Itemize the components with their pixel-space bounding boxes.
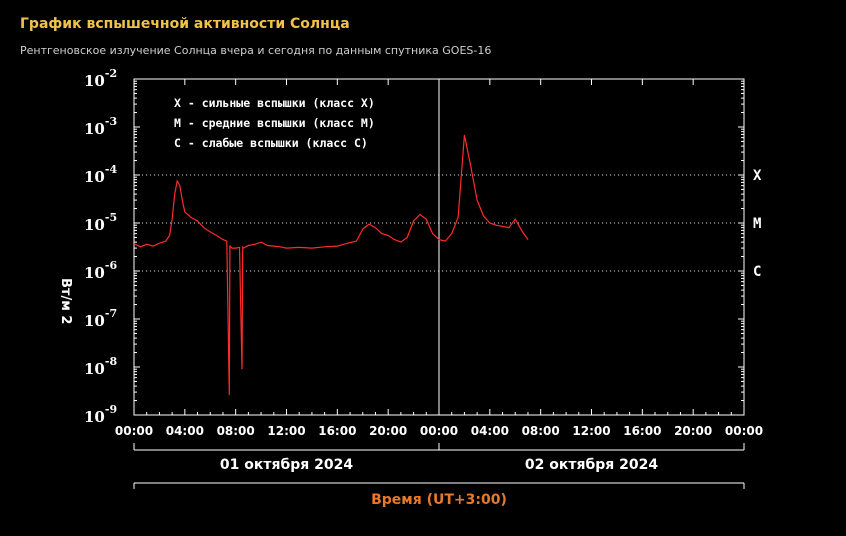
x-tick-label: 16:00 [318, 424, 356, 438]
class-label-c: C [753, 264, 761, 280]
y-tick-label: 10-9 [84, 403, 117, 426]
x-tick-label: 12:00 [572, 424, 610, 438]
x-tick-label: 04:00 [166, 424, 204, 438]
y-tick-exponent: -3 [105, 115, 117, 128]
class-labels: X M C [753, 168, 762, 280]
y-tick-exponent: -5 [105, 211, 117, 224]
date-label-day2: 02 октября 2024 [525, 457, 658, 473]
y-tick-exponent: -9 [105, 403, 117, 416]
class-label-x: X [753, 168, 762, 184]
x-tick-label: 00:00 [115, 424, 153, 438]
class-label-m: M [753, 216, 761, 232]
legend-item: C - слабые вспышки (класс C) [174, 136, 368, 150]
x-axis-ticks: 00:00 04:00 08:00 12:00 16:00 20:00 00:00 04:00… [115, 79, 763, 438]
x-tick-label: 04:00 [471, 424, 509, 438]
y-tick-exponent: -8 [105, 355, 118, 368]
date-brackets [133, 443, 745, 489]
x-tick-label: 08:00 [522, 424, 560, 438]
y-tick-label: 10-8 [84, 355, 117, 378]
y-tick-exponent: -4 [105, 163, 118, 176]
x-tick-label: 20:00 [674, 424, 712, 438]
x-tick-label: 20:00 [369, 424, 407, 438]
y-axis-label: Вт/м 2 [58, 278, 73, 324]
y-tick-label: 10-2 [84, 67, 117, 90]
y-tick-label: 10-3 [84, 115, 117, 138]
x-tick-label: 08:00 [217, 424, 255, 438]
x-axis-label: Время (UT+3:00) [371, 492, 507, 508]
y-tick-exponent: -2 [105, 67, 117, 80]
y-tick-label: 10-6 [84, 259, 117, 282]
chart-subtitle: Рентгеновское излучение Солнца вчера и с… [20, 44, 492, 57]
xray-flux-line [133, 134, 529, 396]
date-label-day1: 01 октября 2024 [220, 457, 353, 473]
x-tick-label: 00:00 [420, 424, 458, 438]
y-tick-exponent: -7 [105, 307, 117, 320]
x-tick-label: 16:00 [623, 424, 661, 438]
legend: X - сильные вспышки (класс X) M - средние… [174, 96, 375, 150]
chart-title: График вспышечной активности Солнца [20, 16, 350, 32]
x-tick-label: 00:00 [725, 424, 763, 438]
y-tick-exponent: -6 [105, 259, 118, 272]
y-tick-label: 10-7 [84, 307, 117, 330]
legend-item: M - средние вспышки (класс M) [174, 116, 375, 130]
y-tick-label: 10-5 [84, 211, 117, 234]
legend-item: X - сильные вспышки (класс X) [174, 96, 375, 110]
y-tick-label: 10-4 [84, 163, 117, 186]
x-tick-label: 12:00 [267, 424, 305, 438]
